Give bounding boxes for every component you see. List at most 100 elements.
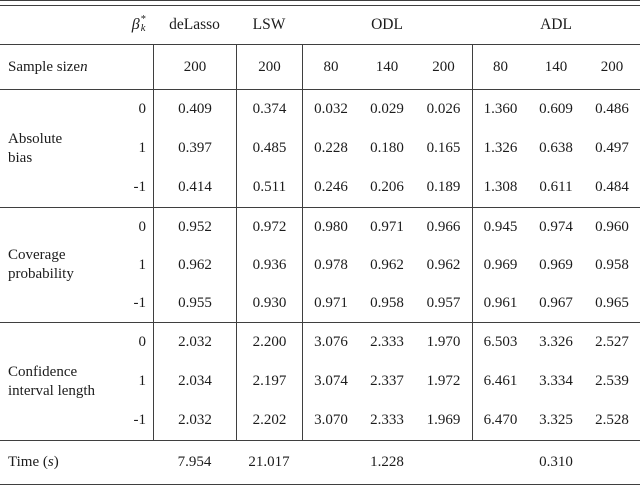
cell-value: 0.638 [539, 140, 573, 156]
cell-value: 2.527 [595, 334, 629, 350]
cell-value: 6.461 [472, 362, 528, 401]
table-row: 1 2.034 2.197 3.074 2.337 1.972 6.461 3.… [0, 362, 640, 401]
cell-value: 3.070 [302, 401, 359, 440]
cell-value: 3.074 [302, 362, 359, 401]
cell-value: 1.972 [426, 373, 461, 389]
cell-value: 2.032 [153, 401, 236, 440]
beta-value: 0 [138, 334, 147, 350]
beta-sup-sub: * k [140, 14, 146, 34]
cell-value: 0.414 [153, 168, 236, 207]
cell-value: 3.326 [539, 334, 573, 350]
table-row: 0 2.032 2.200 3.076 2.333 1.970 6.503 3.… [0, 323, 640, 362]
cell-value: 2.197 [236, 362, 302, 401]
beta-value: 1 [138, 256, 147, 273]
beta-symbol: β [131, 16, 140, 33]
cell-value: 0.180 [370, 140, 404, 156]
cell-value: 200 [236, 45, 302, 89]
cell-value: 0.228 [302, 129, 359, 168]
beta-value: 0 [138, 101, 147, 117]
cell-value: 1.970 [426, 334, 461, 350]
cell-value: 2.202 [236, 401, 302, 440]
cell-value: 0.960 [595, 218, 629, 235]
cell-value: 0.511 [236, 168, 302, 207]
cell-value: 2.539 [595, 373, 629, 389]
cell-value: 1.308 [472, 168, 528, 207]
cell-value: 3.334 [539, 373, 573, 389]
table-row: -1 0.955 0.930 0.971 0.958 0.957 0.961 0… [0, 284, 640, 322]
section-coverage-probability: Coverage probability 0 0.952 0.972 0.980… [0, 208, 640, 323]
sample-size-row: Sample size n 200 200 80 140 200 80 140 … [0, 45, 640, 90]
cell-value: 0.486 [595, 101, 629, 117]
cell-value: 80 [302, 45, 359, 89]
cell-value: 2.337 [370, 373, 404, 389]
top-double-rule [0, 0, 640, 6]
cell-value: 2.528 [595, 412, 629, 428]
cell-value: 0.032 [302, 90, 359, 129]
column-header-lsw: LSW [252, 16, 286, 33]
beta-value: -1 [133, 294, 147, 311]
cell-value: 2.034 [153, 362, 236, 401]
table-row: 1 0.962 0.936 0.978 0.962 0.962 0.969 0.… [0, 246, 640, 284]
cell-value: 140 [375, 58, 399, 75]
table-header-row: β * k deLasso LSW ODL ADL [0, 6, 640, 45]
time-value-delasso: 7.954 [177, 454, 212, 470]
time-value-adl: 0.310 [539, 454, 573, 470]
cell-value: 0.978 [302, 246, 359, 284]
beta-value: 1 [138, 140, 147, 156]
cell-value: 0.955 [153, 284, 236, 322]
cell-value: 0.409 [153, 90, 236, 129]
cell-value: 0.971 [302, 284, 359, 322]
cell-value: 0.609 [539, 101, 573, 117]
cell-value: 200 [432, 58, 455, 75]
section-confidence-interval-length: Confidence interval length 0 2.032 2.200… [0, 323, 640, 441]
table-row: -1 2.032 2.202 3.070 2.333 1.969 6.470 3… [0, 401, 640, 440]
cell-value: 3.076 [302, 323, 359, 362]
section-absolute-bias: Absolute bias 0 0.409 0.374 0.032 0.029 … [0, 90, 640, 208]
cell-value: 0.962 [370, 256, 404, 273]
cell-value: 0.374 [236, 90, 302, 129]
beta-value: -1 [133, 179, 147, 195]
cell-value: 1.360 [472, 90, 528, 129]
cell-value: 200 [600, 58, 624, 75]
cell-value: 0.397 [153, 129, 236, 168]
time-label: Time (s) [8, 454, 59, 470]
cell-value: 0.962 [153, 246, 236, 284]
cell-value: 2.032 [153, 323, 236, 362]
table-row: -1 0.414 0.511 0.246 0.206 0.189 1.308 0… [0, 168, 640, 207]
column-header-odl: ODL [371, 16, 403, 33]
cell-value: 0.206 [370, 179, 404, 195]
cell-value: 0.971 [370, 218, 404, 235]
cell-value: 0.957 [426, 294, 461, 311]
cell-value: 0.189 [426, 179, 461, 195]
cell-value: 0.497 [595, 140, 629, 156]
cell-value: 0.969 [472, 246, 528, 284]
cell-value: 0.485 [236, 129, 302, 168]
column-header-adl: ADL [540, 16, 572, 33]
beta-value: -1 [133, 412, 147, 428]
cell-value: 0.945 [472, 208, 528, 246]
cell-value: 2.333 [370, 412, 404, 428]
cell-value: 80 [472, 45, 528, 89]
cell-value: 0.972 [236, 208, 302, 246]
section-label-coverage-probability: Coverage probability [8, 247, 74, 282]
cell-value: 0.165 [426, 140, 461, 156]
cell-value: 6.470 [472, 401, 528, 440]
section-label-confidence-interval-length: Confidence interval length [8, 363, 96, 399]
cell-value: 2.333 [370, 334, 404, 350]
cell-value: 2.200 [236, 323, 302, 362]
cell-value: 3.325 [539, 412, 573, 428]
cell-value: 0.958 [595, 256, 629, 273]
time-row: Time (s) 7.954 21.017 1.228 0.310 [0, 441, 640, 484]
cell-value: 0.026 [426, 101, 461, 117]
cell-value: 0.966 [426, 218, 461, 235]
time-value-lsw: 21.017 [248, 454, 290, 470]
beta-value: 1 [138, 373, 147, 389]
cell-value: 140 [544, 58, 568, 75]
cell-value: 0.611 [539, 179, 573, 195]
time-value-odl: 1.228 [370, 454, 404, 470]
bottom-double-rule [0, 484, 640, 489]
cell-value: 0.930 [236, 284, 302, 322]
cell-value: 200 [153, 45, 236, 89]
cell-value: 0.484 [595, 179, 629, 195]
